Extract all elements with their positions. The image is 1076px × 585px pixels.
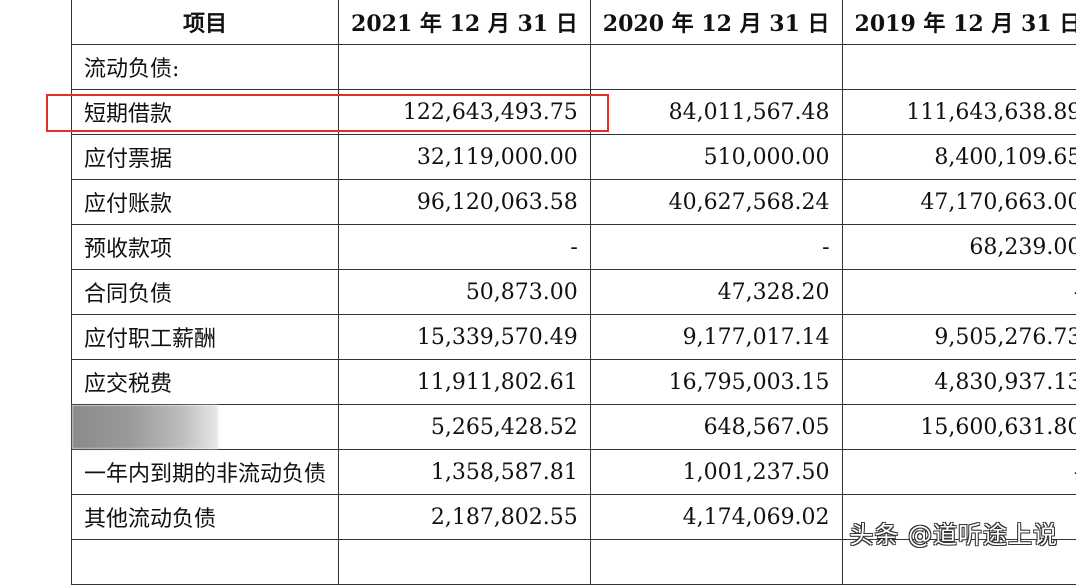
row-label-redacted [72, 405, 339, 450]
cell-2021: 96,120,063.58 [339, 180, 591, 225]
cell-2020: - [590, 225, 842, 270]
row-label: 应交税费 [72, 360, 339, 405]
cell-2021: 1,358,587.81 [339, 450, 591, 495]
header-item: 项目 [72, 0, 339, 45]
cell-2021: 122,643,493.75 [339, 90, 591, 135]
cell-2019: 15,600,631.80 [842, 405, 1076, 450]
cell-2021: - [339, 225, 591, 270]
row-label: 一年内到期的非流动负债 [72, 450, 339, 495]
cell-2019: - [842, 270, 1076, 315]
row-label: 应付账款 [72, 180, 339, 225]
cell-2019: 47,170,663.00 [842, 180, 1076, 225]
cell-2021: 50,873.00 [339, 270, 591, 315]
row-label: 应付职工薪酬 [72, 315, 339, 360]
table-row: 应付票据 32,119,000.00 510,000.00 8,400,109.… [72, 135, 1076, 180]
header-2020: 2020 年 12 月 31 日 [590, 0, 842, 45]
cell-2020: 47,328.20 [590, 270, 842, 315]
table-row: 5,265,428.52 648,567.05 15,600,631.80 [72, 405, 1076, 450]
header-2019: 2019 年 12 月 31 日 [842, 0, 1076, 45]
watermark: 头条 @道听途上说 [849, 515, 1058, 550]
table-row: 短期借款 122,643,493.75 84,011,567.48 111,64… [72, 90, 1076, 135]
cell-2020: 648,567.05 [590, 405, 842, 450]
cell-2020: 510,000.00 [590, 135, 842, 180]
cell-2020 [590, 45, 842, 90]
cell-2021 [339, 45, 591, 90]
table-row: 应付职工薪酬 15,339,570.49 9,177,017.14 9,505,… [72, 315, 1076, 360]
cell-2021: 2,187,802.55 [339, 495, 591, 540]
redaction-blur [72, 405, 218, 449]
table-row: 应付账款 96,120,063.58 40,627,568.24 47,170,… [72, 180, 1076, 225]
row-label: 流动负债: [72, 45, 339, 90]
cell-2021: 5,265,428.52 [339, 405, 591, 450]
row-label: 其他流动负债 [72, 495, 339, 540]
cell-2020: 40,627,568.24 [590, 180, 842, 225]
cell-2019 [842, 45, 1076, 90]
row-label: 应付票据 [72, 135, 339, 180]
row-label: 短期借款 [72, 90, 339, 135]
table-row: 合同负债 50,873.00 47,328.20 - [72, 270, 1076, 315]
table-row: 流动负债: [72, 45, 1076, 90]
cell-2021: 11,911,802.61 [339, 360, 591, 405]
cell-2019: 4,830,937.13 [842, 360, 1076, 405]
cell-2019: 9,505,276.73 [842, 315, 1076, 360]
cell-2019: 8,400,109.65 [842, 135, 1076, 180]
header-2021: 2021 年 12 月 31 日 [339, 0, 591, 45]
cell-2020: 9,177,017.14 [590, 315, 842, 360]
cell-2020: 16,795,003.15 [590, 360, 842, 405]
cell-2019: 68,239.00 [842, 225, 1076, 270]
table-row: 预收款项 - - 68,239.00 [72, 225, 1076, 270]
row-label: 预收款项 [72, 225, 339, 270]
table-row: 应交税费 11,911,802.61 16,795,003.15 4,830,9… [72, 360, 1076, 405]
liabilities-table: 项目 2021 年 12 月 31 日 2020 年 12 月 31 日 201… [71, 0, 1076, 585]
cell-2021: 32,119,000.00 [339, 135, 591, 180]
cell-2020: 84,011,567.48 [590, 90, 842, 135]
cell-2019: - [842, 450, 1076, 495]
row-label: 合同负债 [72, 270, 339, 315]
cell-2019: 111,643,638.89 [842, 90, 1076, 135]
table-row: 一年内到期的非流动负债 1,358,587.81 1,001,237.50 - [72, 450, 1076, 495]
cell-2021: 15,339,570.49 [339, 315, 591, 360]
cell-2020: 4,174,069.02 [590, 495, 842, 540]
cell-2020: 1,001,237.50 [590, 450, 842, 495]
table-header-row: 项目 2021 年 12 月 31 日 2020 年 12 月 31 日 201… [72, 0, 1076, 45]
